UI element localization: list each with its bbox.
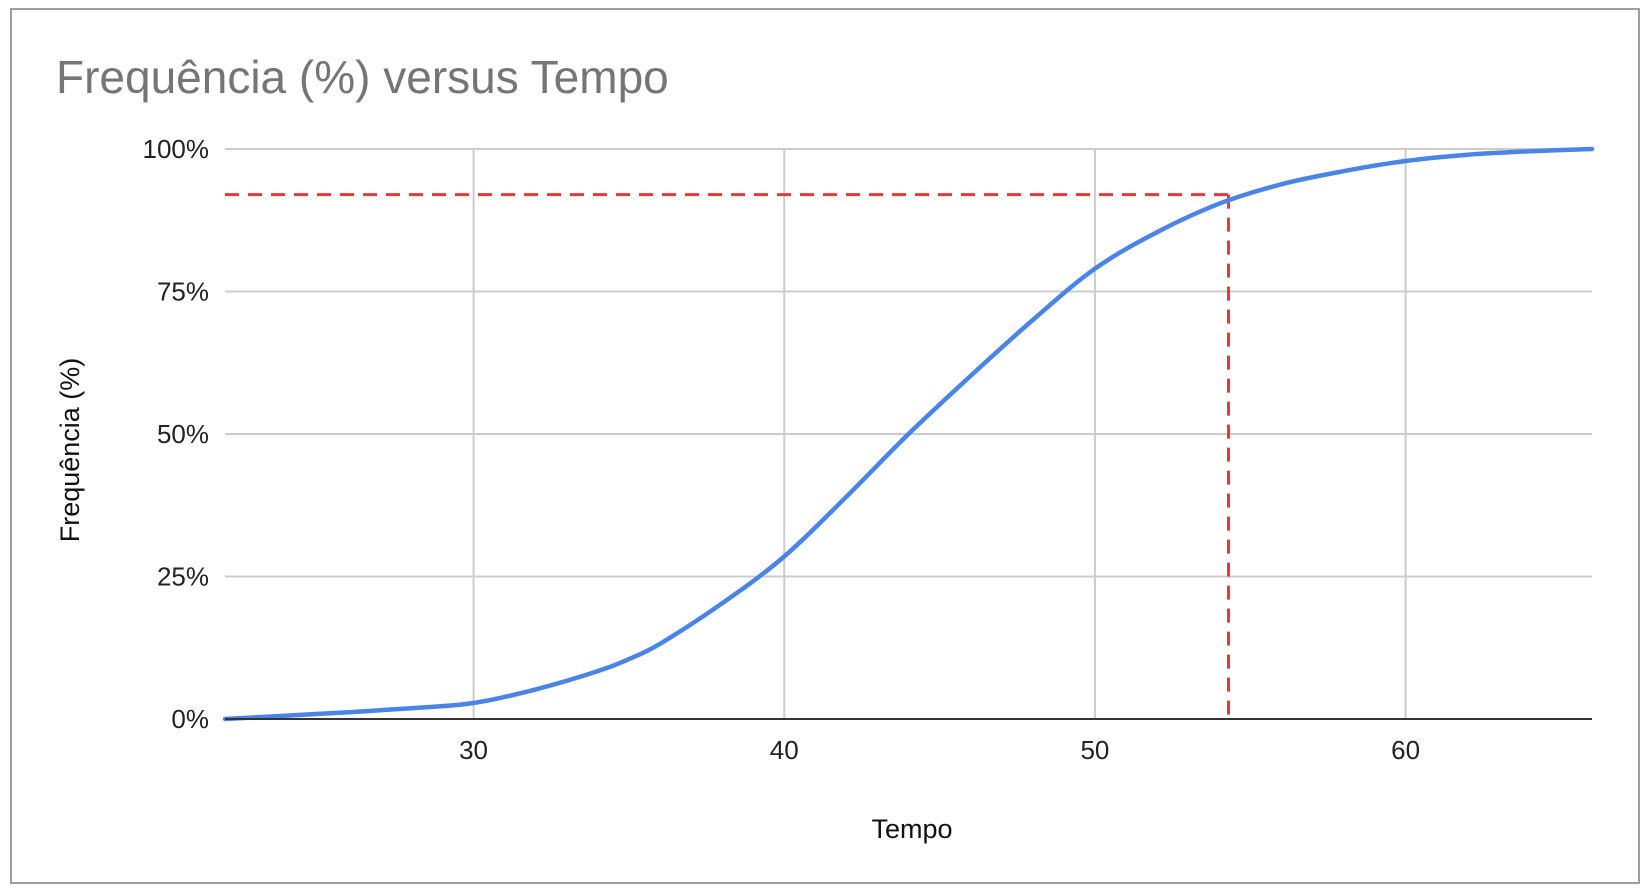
x-tick-label: 50 [1080,735,1109,765]
y-tick-label: 75% [157,277,209,307]
y-axis-label: Frequência (%) [55,358,85,543]
series-layer [222,146,1595,722]
y-tick-label: 100% [143,134,210,164]
chart-frame [10,8,1640,884]
series-line [222,146,1595,722]
x-tick-label: 30 [459,735,488,765]
x-axis-label: Tempo [871,814,952,844]
gridlines [225,148,1592,719]
x-tick-label: 60 [1391,735,1420,765]
y-tick-label: 50% [157,419,209,449]
tick-labels: 0% 25% 50% 75% 100% 30 40 50 60 [143,134,1421,765]
y-tick-label: 25% [157,562,209,592]
reference-lines [225,193,1231,719]
x-tick-label: 40 [770,735,799,765]
chart-title: Frequência (%) versus Tempo [56,51,669,103]
y-tick-label: 0% [171,704,209,734]
